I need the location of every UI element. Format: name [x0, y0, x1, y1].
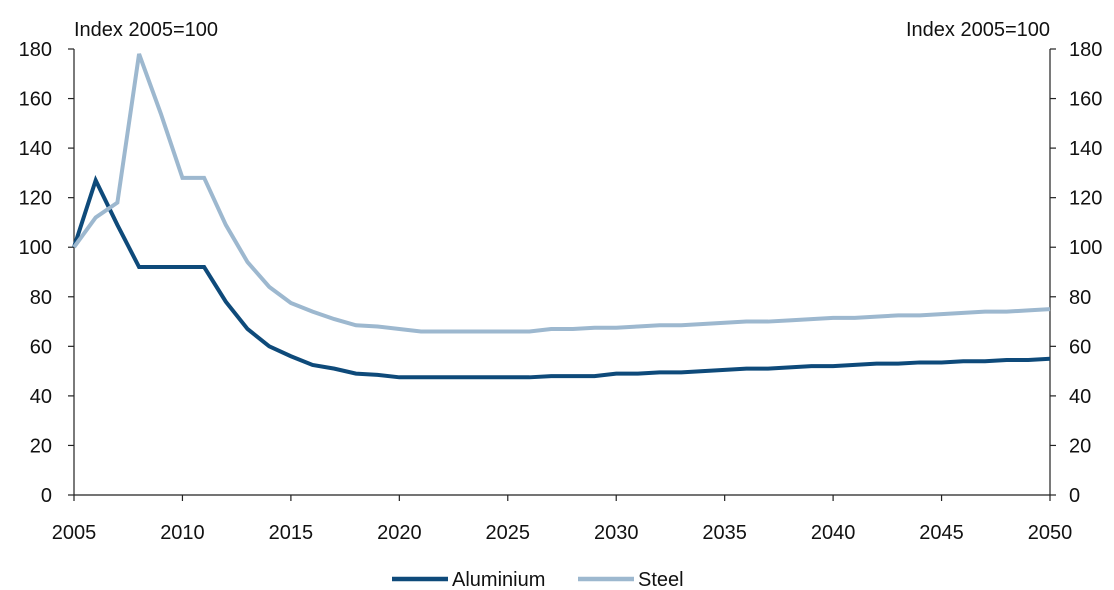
right-y-tick-label: 180 — [1069, 39, 1102, 61]
left-y-tick-label: 180 — [19, 39, 52, 61]
right-y-tick-label: 20 — [1069, 435, 1091, 457]
left-y-tick-label: 100 — [19, 237, 52, 259]
series-line-steel — [72, 53, 1051, 334]
x-tick-label: 2010 — [160, 522, 205, 544]
legend: Aluminium Steel — [392, 569, 684, 590]
x-tick-label: 2015 — [269, 522, 314, 544]
left-y-tick-label: 0 — [41, 485, 52, 507]
left-y-tick-label: 120 — [19, 188, 52, 210]
x-tick-label: 2025 — [486, 522, 531, 544]
left-axis-unit-label: Index 2005=100 — [74, 19, 218, 41]
right-axis-unit-label: Index 2005=100 — [906, 19, 1050, 41]
right-y-tick-label: 160 — [1069, 89, 1102, 111]
series-layer — [72, 53, 1051, 380]
right-y-tick-label: 80 — [1069, 287, 1091, 309]
right-y-tick-label: 100 — [1069, 237, 1102, 259]
right-y-tick-label: 0 — [1069, 485, 1080, 507]
left-y-axis: 0 20 40 60 80 100 120 140 160 180 — [19, 39, 75, 507]
right-y-tick-label: 120 — [1069, 188, 1102, 210]
x-tick-label: 2035 — [702, 522, 747, 544]
x-tick-label: 2045 — [919, 522, 964, 544]
x-tick-label: 2005 — [52, 522, 97, 544]
left-y-tick-label: 20 — [30, 435, 52, 457]
x-axis: 2005 2010 2015 2020 2025 2030 2035 2040 2045 2050 — [52, 494, 1073, 544]
legend-label-steel: Steel — [638, 569, 684, 590]
right-y-axis: 0 20 40 60 80 100 120 140 160 180 — [1049, 39, 1102, 507]
legend-label-aluminium: Aluminium — [452, 569, 545, 590]
left-y-tick-label: 60 — [30, 336, 52, 358]
right-y-tick-label: 60 — [1069, 336, 1091, 358]
left-y-tick-label: 40 — [30, 386, 52, 408]
left-y-tick-label: 140 — [19, 138, 52, 160]
left-y-tick-label: 160 — [19, 89, 52, 111]
right-y-tick-label: 140 — [1069, 138, 1102, 160]
x-tick-label: 2020 — [377, 522, 422, 544]
left-y-tick-label: 80 — [30, 287, 52, 309]
x-tick-label: 2030 — [594, 522, 639, 544]
right-y-tick-label: 40 — [1069, 386, 1091, 408]
x-tick-label: 2050 — [1028, 522, 1073, 544]
series-line-aluminium — [72, 174, 1051, 380]
x-tick-label: 2040 — [811, 522, 856, 544]
